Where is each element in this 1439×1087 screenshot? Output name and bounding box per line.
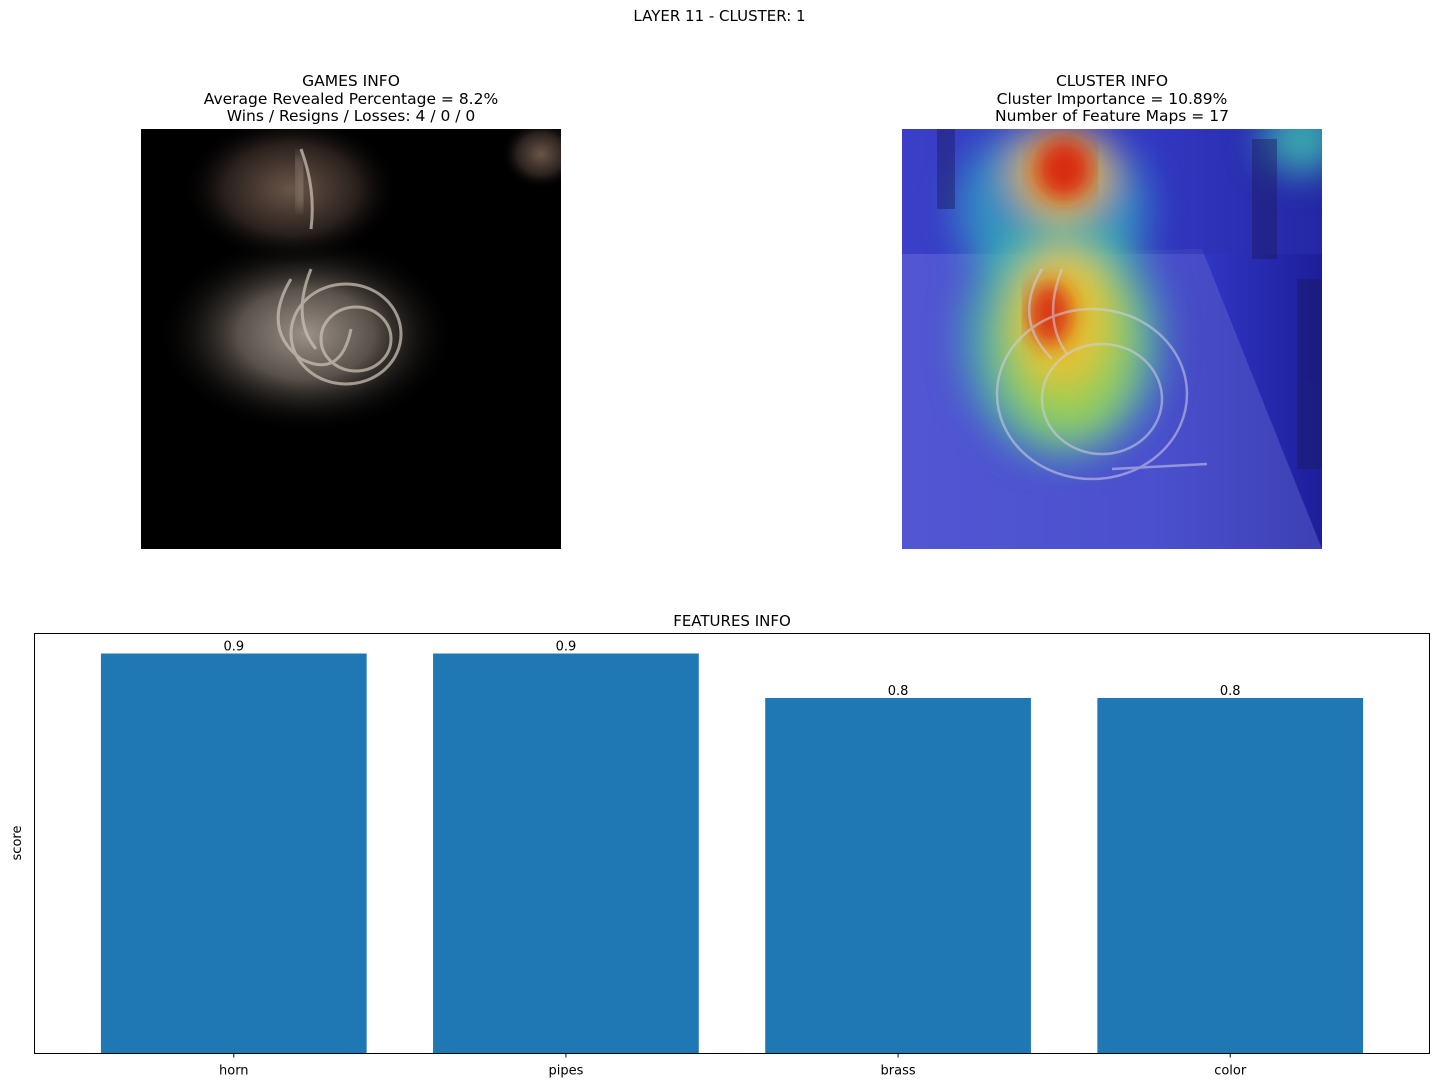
x-tick-label-color: color — [1214, 1064, 1247, 1079]
heatmap-image — [902, 129, 1322, 549]
cluster-info-feature-maps: Number of Feature Maps = 17 — [995, 107, 1229, 125]
x-tick-label-horn: horn — [219, 1064, 249, 1079]
bar-pipes — [433, 653, 699, 1054]
data-label-horn: 0.9 — [223, 640, 244, 655]
games-info-title: GAMES INFO — [302, 72, 400, 90]
cluster-info-title: CLUSTER INFO — [1055, 72, 1169, 90]
games-info-wins-resigns-losses: Wins / Resigns / Losses: 4 / 0 / 0 — [226, 107, 476, 125]
bar-color — [1097, 697, 1364, 1054]
revealed-horn-image — [141, 129, 561, 549]
x-tick-label-brass: brass — [881, 1064, 916, 1079]
data-label-color: 0.8 — [1220, 684, 1241, 699]
chart-title: FEATURES INFO — [673, 612, 791, 630]
games-info-title-block: GAMES INFO Average Revealed Percentage =… — [141, 72, 561, 126]
cluster-info-importance: Cluster Importance = 10.89% — [996, 89, 1228, 108]
y-axis-label: score — [10, 826, 25, 861]
revealed-image — [141, 129, 561, 549]
heatmap-overlay-image — [902, 129, 1322, 549]
games-info-revealed-percentage: Average Revealed Percentage = 8.2% — [203, 89, 499, 108]
x-tick-label-pipes: pipes — [548, 1064, 583, 1079]
bar-brass — [765, 697, 1031, 1054]
figure-suptitle: LAYER 11 - CLUSTER: 1 — [633, 7, 806, 25]
data-label-pipes: 0.9 — [556, 640, 577, 655]
bar-horn — [100, 653, 367, 1054]
plot-frame — [34, 633, 1430, 1054]
data-label-brass: 0.8 — [888, 684, 909, 699]
cluster-info-title-block: CLUSTER INFO Cluster Importance = 10.89%… — [902, 72, 1322, 126]
